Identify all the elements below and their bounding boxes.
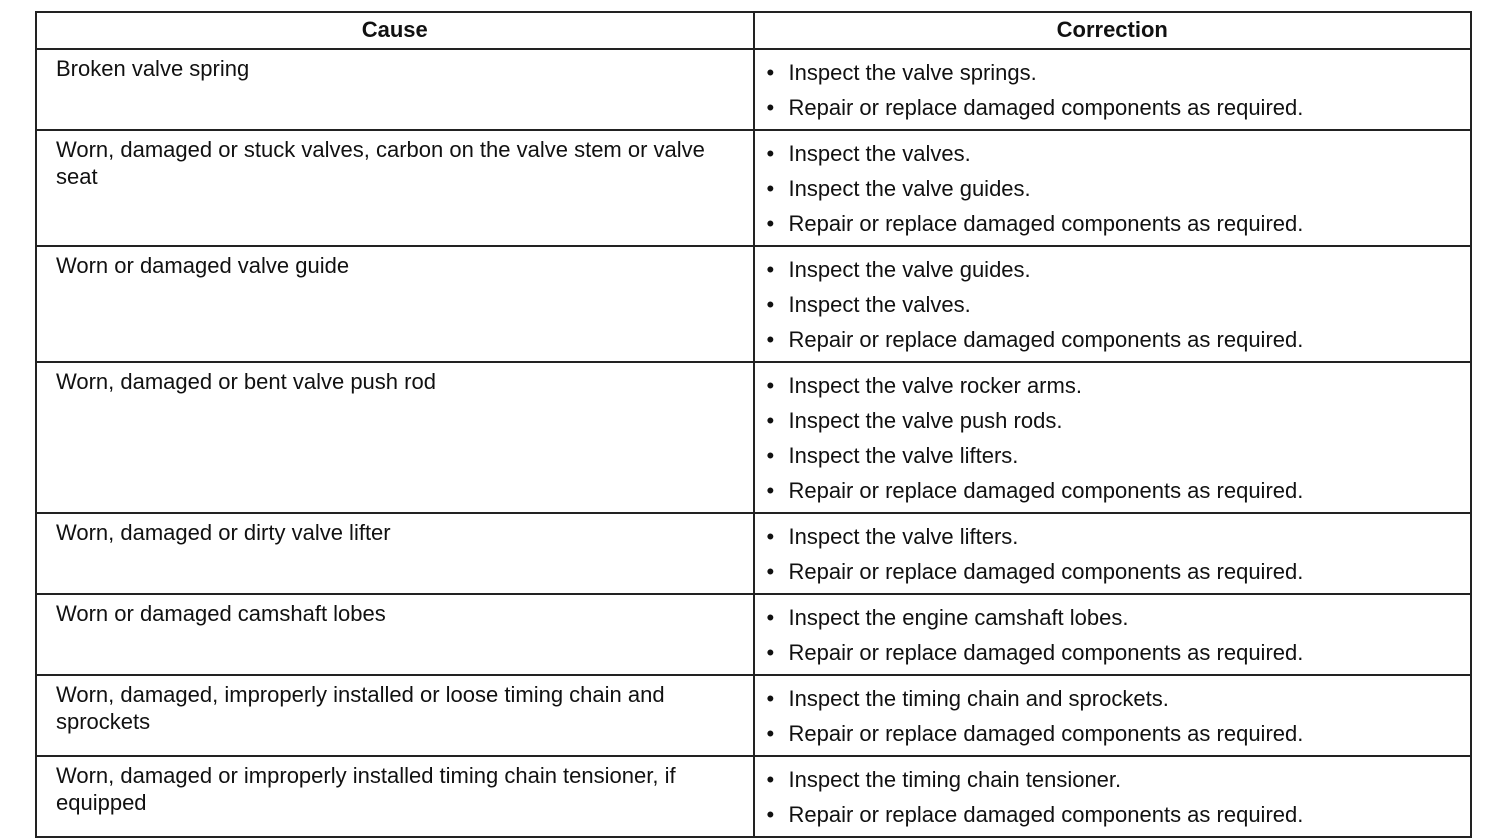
correction-cell: Inspect the engine camshaft lobes.Repair… (752, 593, 1472, 676)
correction-item: Inspect the valves. (767, 136, 1461, 171)
correction-item: Repair or replace damaged components as … (767, 473, 1461, 508)
cause-cell: Broken valve spring (35, 48, 755, 131)
correction-list: Inspect the timing chain and sprockets.R… (767, 681, 1461, 751)
correction-cell: Inspect the valves.Inspect the valve gui… (752, 129, 1472, 247)
correction-cell: Inspect the valve lifters.Repair or repl… (752, 512, 1472, 595)
cause-cell: Worn, damaged or bent valve push rod (35, 361, 755, 514)
document: Cause Correction Broken valve springInsp… (35, 11, 1472, 838)
correction-list: Inspect the valve guides.Inspect the val… (767, 252, 1461, 357)
correction-item: Repair or replace damaged components as … (767, 206, 1461, 241)
correction-list: Inspect the valve rocker arms.Inspect th… (767, 368, 1461, 508)
table-row: Worn, damaged or dirty valve lifterInspe… (35, 512, 1472, 595)
table-row: Worn, damaged or bent valve push rodInsp… (35, 361, 1472, 514)
cause-cell: Worn or damaged camshaft lobes (35, 593, 755, 676)
correction-item: Inspect the valve guides. (767, 171, 1461, 206)
table-row: Worn, damaged, improperly installed or l… (35, 674, 1472, 757)
correction-item: Inspect the valves. (767, 287, 1461, 322)
correction-list: Inspect the engine camshaft lobes.Repair… (767, 600, 1461, 670)
table-row: Worn or damaged camshaft lobesInspect th… (35, 593, 1472, 676)
table-body: Broken valve springInspect the valve spr… (35, 48, 1472, 838)
cause-cell: Worn, damaged or improperly installed ti… (35, 755, 755, 838)
correction-cell: Inspect the valve rocker arms.Inspect th… (752, 361, 1472, 514)
correction-item: Inspect the valve rocker arms. (767, 368, 1461, 403)
correction-cell: Inspect the valve guides.Inspect the val… (752, 245, 1472, 363)
cause-cell: Worn, damaged, improperly installed or l… (35, 674, 755, 757)
correction-item: Repair or replace damaged components as … (767, 90, 1461, 125)
table-row: Worn, damaged or improperly installed ti… (35, 755, 1472, 838)
header-row: Cause Correction (35, 11, 1472, 50)
correction-cell: Inspect the valve springs.Repair or repl… (752, 48, 1472, 131)
correction-list: Inspect the valve lifters.Repair or repl… (767, 519, 1461, 589)
correction-item: Inspect the valve push rods. (767, 403, 1461, 438)
correction-list: Inspect the valve springs.Repair or repl… (767, 55, 1461, 125)
correction-item: Inspect the valve lifters. (767, 519, 1461, 554)
table-row: Worn or damaged valve guideInspect the v… (35, 245, 1472, 363)
table-row: Broken valve springInspect the valve spr… (35, 48, 1472, 131)
table-row: Worn, damaged or stuck valves, carbon on… (35, 129, 1472, 247)
correction-list: Inspect the timing chain tensioner.Repai… (767, 762, 1461, 832)
cause-cell: Worn, damaged or dirty valve lifter (35, 512, 755, 595)
correction-item: Inspect the timing chain and sprockets. (767, 681, 1461, 716)
correction-list: Inspect the valves.Inspect the valve gui… (767, 136, 1461, 241)
correction-cell: Inspect the timing chain and sprockets.R… (752, 674, 1472, 757)
cause-cell: Worn, damaged or stuck valves, carbon on… (35, 129, 755, 247)
correction-cell: Inspect the timing chain tensioner.Repai… (752, 755, 1472, 838)
header-cell: Correction (752, 11, 1472, 50)
correction-item: Inspect the valve lifters. (767, 438, 1461, 473)
correction-item: Inspect the valve guides. (767, 252, 1461, 287)
correction-item: Repair or replace damaged components as … (767, 716, 1461, 751)
correction-item: Repair or replace damaged components as … (767, 635, 1461, 670)
correction-item: Inspect the valve springs. (767, 55, 1461, 90)
correction-item: Inspect the timing chain tensioner. (767, 762, 1461, 797)
correction-item: Repair or replace damaged components as … (767, 322, 1461, 357)
correction-item: Repair or replace damaged components as … (767, 797, 1461, 832)
header-cell: Cause (35, 11, 755, 50)
diagnosis-table: Cause Correction Broken valve springInsp… (35, 11, 1472, 838)
correction-item: Repair or replace damaged components as … (767, 554, 1461, 589)
cause-cell: Worn or damaged valve guide (35, 245, 755, 363)
correction-item: Inspect the engine camshaft lobes. (767, 600, 1461, 635)
